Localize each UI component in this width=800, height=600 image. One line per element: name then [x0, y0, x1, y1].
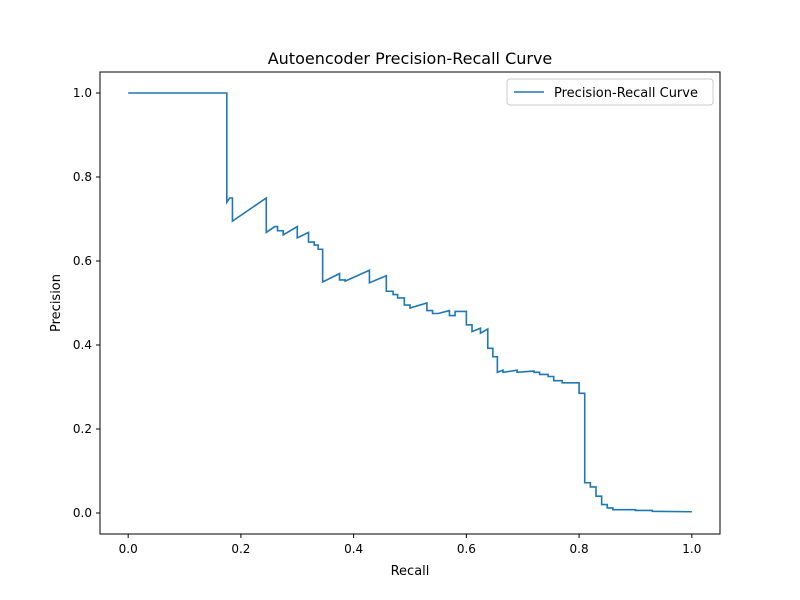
y-tick-label: 0.0: [73, 506, 92, 520]
y-tick-label: 0.8: [73, 170, 92, 184]
x-tick-label: 1.0: [682, 542, 701, 556]
x-tick-label: 0.2: [231, 542, 250, 556]
legend-box: [506, 78, 714, 106]
chart-title: Autoencoder Precision-Recall Curve: [268, 49, 553, 68]
y-tick-label: 0.2: [73, 422, 92, 436]
series-line-0: [128, 92, 692, 513]
x-tick-label: 0.6: [457, 542, 476, 556]
x-axis-label: Recall: [391, 564, 430, 579]
plot-area: 0.0 0.2 0.4 0.6 0.8 1.0 0.0 0.2 0.4 0.6 0.8 1.0 Prec…: [73, 71, 721, 556]
y-tick-label: 1.0: [73, 86, 92, 100]
legend-label: Precision-Recall Curve: [554, 86, 698, 101]
y-axis-label: Precision: [49, 274, 64, 332]
y-tick-label: 0.6: [73, 254, 92, 268]
x-tick-label: 0.8: [570, 542, 589, 556]
legend: Precision-Recall Curve: [506, 78, 714, 106]
x-tick-label: 0.0: [119, 542, 138, 556]
y-tick-label: 0.4: [73, 338, 92, 352]
x-tick-label: 0.4: [344, 542, 363, 556]
plot-frame: [99, 71, 721, 535]
